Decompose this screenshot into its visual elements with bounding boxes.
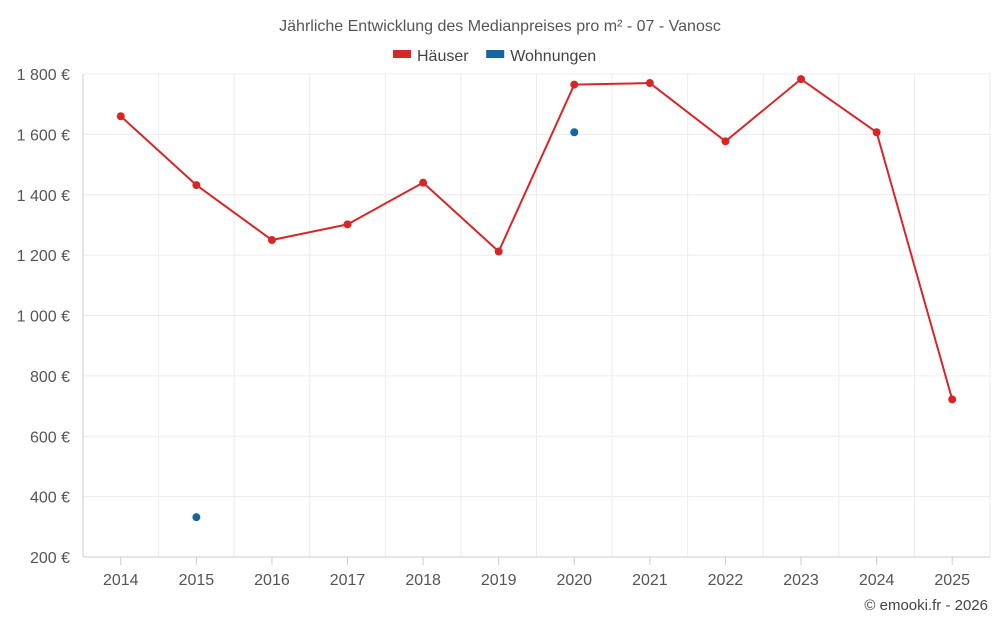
data-point-h-user bbox=[494, 247, 503, 256]
x-tick-label: 2015 bbox=[179, 572, 215, 589]
x-tick-label: 2017 bbox=[330, 572, 366, 589]
y-tick-label: 1 400 € bbox=[17, 188, 70, 205]
data-point-h-user bbox=[570, 80, 579, 89]
data-point-h-user bbox=[872, 128, 881, 137]
x-axis: 2014 2015 2016 2017 2018 2019 2020 2021 2022 2023… bbox=[103, 557, 970, 589]
y-axis: 200 € 400 € 600 € 800 € 1 000 € 1 200 € 1 400 … bbox=[17, 67, 70, 567]
legend-swatch-h-user bbox=[393, 50, 411, 58]
data-point-h-user bbox=[721, 137, 730, 146]
data-point-h-user bbox=[192, 181, 201, 190]
x-tick-label: 2022 bbox=[708, 572, 744, 589]
x-tick-label: 2025 bbox=[934, 572, 970, 589]
x-tick-label: 2016 bbox=[254, 572, 290, 589]
data-point-wohnungen bbox=[192, 513, 201, 522]
legend-label-wohnungen: Wohnungen bbox=[510, 48, 596, 65]
data-point-h-user bbox=[797, 75, 806, 84]
x-tick-label: 2023 bbox=[783, 572, 819, 589]
y-tick-label: 800 € bbox=[30, 369, 70, 386]
grid-lines bbox=[82, 73, 991, 558]
y-tick-label: 1 800 € bbox=[17, 67, 70, 84]
legend-label-h-user: Häuser bbox=[417, 48, 469, 65]
x-tick-label: 2020 bbox=[556, 572, 592, 589]
y-tick-label: 600 € bbox=[30, 429, 70, 446]
x-tick-label: 2019 bbox=[481, 572, 517, 589]
x-tick-label: 2024 bbox=[859, 572, 895, 589]
data-point-h-user bbox=[116, 112, 125, 121]
x-tick-label: 2021 bbox=[632, 572, 668, 589]
series-layer bbox=[116, 75, 957, 522]
x-tick-label: 2014 bbox=[103, 572, 139, 589]
chart-legend: Häuser Wohnungen bbox=[393, 48, 596, 65]
y-tick-label: 400 € bbox=[30, 490, 70, 507]
y-tick-label: 1 200 € bbox=[17, 248, 70, 265]
data-point-h-user bbox=[267, 236, 276, 245]
data-point-h-user bbox=[948, 395, 957, 404]
y-tick-label: 200 € bbox=[30, 550, 70, 567]
data-point-h-user bbox=[645, 79, 654, 88]
x-tick-label: 2018 bbox=[405, 572, 441, 589]
data-point-h-user bbox=[343, 220, 352, 229]
chart-title: Jährliche Entwicklung des Medianpreises … bbox=[279, 18, 721, 35]
legend-swatch-wohnungen bbox=[486, 50, 505, 58]
y-tick-label: 1 000 € bbox=[17, 309, 70, 326]
credit-text: © emooki.fr - 2026 bbox=[864, 597, 988, 614]
series-line-h-user bbox=[120, 78, 954, 400]
data-point-h-user bbox=[419, 178, 428, 187]
y-tick-label: 1 600 € bbox=[17, 127, 70, 144]
data-point-wohnungen bbox=[570, 128, 579, 137]
